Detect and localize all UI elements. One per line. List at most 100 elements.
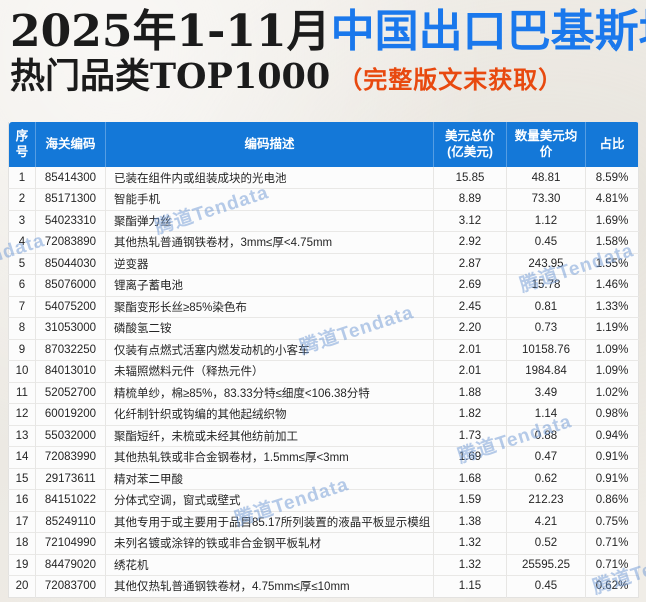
cell-total-value: 15.85 [433, 167, 507, 189]
col-header-total-value-line1: 美元总价 [444, 128, 495, 143]
cell-index: 1 [18, 171, 26, 184]
cell-index: 17 [8, 510, 36, 533]
col-header-hs-code: 海关编码 [35, 122, 106, 167]
table-row: 6 85076000 锂离子蓄电池 2.69 15.78 1.46% [8, 274, 639, 296]
cell-index: 8 [8, 317, 36, 339]
cell-total-value: 3.12 [433, 209, 507, 232]
cell-avg-price: 1.14 [506, 403, 586, 425]
cell-avg-price: 1984.84 [506, 360, 586, 382]
cell-description: 逆变器 [105, 252, 434, 275]
cell-index: 4 [8, 231, 36, 253]
table-row: 15 29173611 精对苯二甲酸 1.68 0.62 0.91% [8, 467, 639, 490]
cell-description: 化纤制针织或钩编的其他起绒织物 [105, 403, 434, 425]
cell-avg-price: 10158.76 [506, 338, 586, 361]
cell-description: 未列名镀或涂锌的铁或非合金钢平板轧材 [105, 532, 434, 554]
cell-share: 0.86% [585, 489, 639, 511]
cell-share: 1.09% [585, 338, 639, 361]
table-row: 16 84151022 分体式空调，窗式或壁式 1.59 212.23 0.86… [8, 489, 639, 511]
cell-hs-code: 85249110 [35, 510, 106, 533]
cell-share: 1.19% [585, 317, 639, 339]
cell-index: 10 [8, 360, 36, 382]
cell-hs-code: 31053000 [35, 317, 106, 339]
table-row: 2 85171300 智能手机 8.89 73.30 4.81% [8, 188, 639, 210]
title-line2: 热门品类TOP1000 （完整版文末获取） [10, 55, 636, 97]
cell-total-value: 1.73 [433, 424, 507, 447]
cell-share: 4.81% [585, 188, 639, 210]
table-row: 9 87032250 仅装有点燃式活塞内燃发动机的小客车 2.01 10158.… [8, 338, 639, 361]
cell-index: 19 [8, 553, 36, 576]
cell-total-value: 2.45 [433, 295, 507, 318]
cell-avg-price: 0.62 [506, 467, 586, 490]
cell-index: 20 [8, 575, 36, 597]
cell-description: 智能手机 [105, 188, 434, 210]
title-highlight: 中国出口巴基斯坦 [330, 6, 646, 57]
cell-share: 1.69% [585, 209, 639, 232]
cell-index: 6 [8, 274, 36, 296]
table-header-row: 序号 海关编码 编码描述 美元总价 (亿美元) 数量美元均价 占比 [8, 122, 639, 167]
table-row: 14 72083990 其他热轧铁或非合金钢卷材，1.5mm≤厚<3mm 1.6… [8, 446, 639, 468]
title-top1000: 热门品类TOP1000 [10, 55, 331, 97]
cell-total-value: 2.92 [433, 231, 507, 253]
table-header: 序号 海关编码 编码描述 美元总价 (亿美元) 数量美元均价 占比 [8, 122, 639, 167]
cell-index: 14 [8, 446, 36, 468]
cell-share: 0.91% [585, 446, 639, 468]
cell-index: 2 [8, 188, 36, 210]
cell-hs-code: 52052700 [35, 381, 106, 404]
cell-total-value: 2.87 [433, 252, 507, 275]
cell-total-value: 1.82 [433, 403, 507, 425]
cell-total-value: 1.88 [433, 381, 507, 404]
export-table-container: 序号 海关编码 编码描述 美元总价 (亿美元) 数量美元均价 占比 1 8541… [8, 122, 639, 598]
cell-description: 聚酯短纤，未梳或未经其他纺前加工 [105, 424, 434, 447]
cell-description: 分体式空调，窗式或壁式 [105, 489, 434, 511]
table-row: 3 54023310 聚酯弹力丝 3.12 1.12 1.69% [8, 209, 639, 232]
cell-total-value: 1.15 [433, 575, 507, 597]
cell-hs-code: 84013010 [35, 360, 106, 382]
cell-total-value: 8.89 [433, 188, 507, 210]
cell-share: 0.71% [585, 532, 639, 554]
cell-total-value: 1.59 [433, 489, 507, 511]
cell-total-value: 1.68 [433, 467, 507, 490]
cell-index: 15 [8, 467, 36, 490]
cell-hs-code: 55032000 [35, 424, 106, 447]
export-table: 序号 海关编码 编码描述 美元总价 (亿美元) 数量美元均价 占比 1 8541… [8, 122, 639, 598]
cell-avg-price: 0.73 [506, 317, 586, 339]
cell-hs-code: 85414300 [35, 167, 106, 189]
cell-hs-code: 72083890 [35, 231, 106, 253]
table-row: 13 55032000 聚酯短纤，未梳或未经其他纺前加工 1.73 0.88 0… [8, 424, 639, 447]
cell-share: 1.58% [585, 231, 639, 253]
cell-index: 3 [8, 209, 36, 232]
cell-avg-price: 1.12 [506, 209, 586, 232]
cell-avg-price: 48.81 [506, 167, 586, 189]
table-row: 18 72104990 未列名镀或涂锌的铁或非合金钢平板轧材 1.32 0.52… [8, 532, 639, 554]
cell-hs-code: 72083700 [35, 575, 106, 597]
cell-avg-price: 15.78 [506, 274, 586, 296]
cell-share: 0.98% [585, 403, 639, 425]
table-body: 1 85414300 已装在组件内或组装成块的光电池 15.85 48.81 8… [8, 167, 639, 597]
cell-hs-code: 85044030 [35, 252, 106, 275]
cell-total-value: 2.01 [433, 360, 507, 382]
cell-description: 锂离子蓄电池 [105, 274, 434, 296]
cell-share: 0.71% [585, 553, 639, 576]
cell-share: 1.55% [585, 252, 639, 275]
cell-avg-price: 0.88 [506, 424, 586, 447]
cell-description: 其他仅热轧普通钢铁卷材，4.75mm≤厚≤10mm [105, 575, 434, 597]
cell-hs-code: 72083990 [35, 446, 106, 468]
cell-hs-code: 87032250 [35, 338, 106, 361]
cell-index: 12 [8, 403, 36, 425]
cell-total-value: 1.32 [433, 553, 507, 576]
table-row: 10 84013010 未辐照燃料元件（释热元件） 2.01 1984.84 1… [8, 360, 639, 382]
cell-share: 0.62% [585, 575, 639, 597]
cell-total-value: 2.69 [433, 274, 507, 296]
table-row: 12 60019200 化纤制针织或钩编的其他起绒织物 1.82 1.14 0.… [8, 403, 639, 425]
table-row: 1 85414300 已装在组件内或组装成块的光电池 15.85 48.81 8… [9, 167, 639, 189]
title-line1: 2025年1-11月中国出口巴基斯坦 [10, 6, 646, 58]
title-note: （完整版文末获取） [338, 64, 564, 94]
cell-avg-price: 0.52 [506, 532, 586, 554]
cell-share: 0.91% [585, 467, 639, 490]
col-header-index: 序号 [8, 122, 36, 167]
cell-total-value: 1.32 [433, 532, 507, 554]
title-period: 2025年1-11月 [10, 6, 331, 57]
cell-hs-code: 72104990 [35, 532, 106, 554]
cell-description: 仅装有点燃式活塞内燃发动机的小客车 [105, 338, 434, 361]
cell-description: 其他热轧普通钢铁卷材，3mm≤厚<4.75mm [105, 231, 434, 253]
